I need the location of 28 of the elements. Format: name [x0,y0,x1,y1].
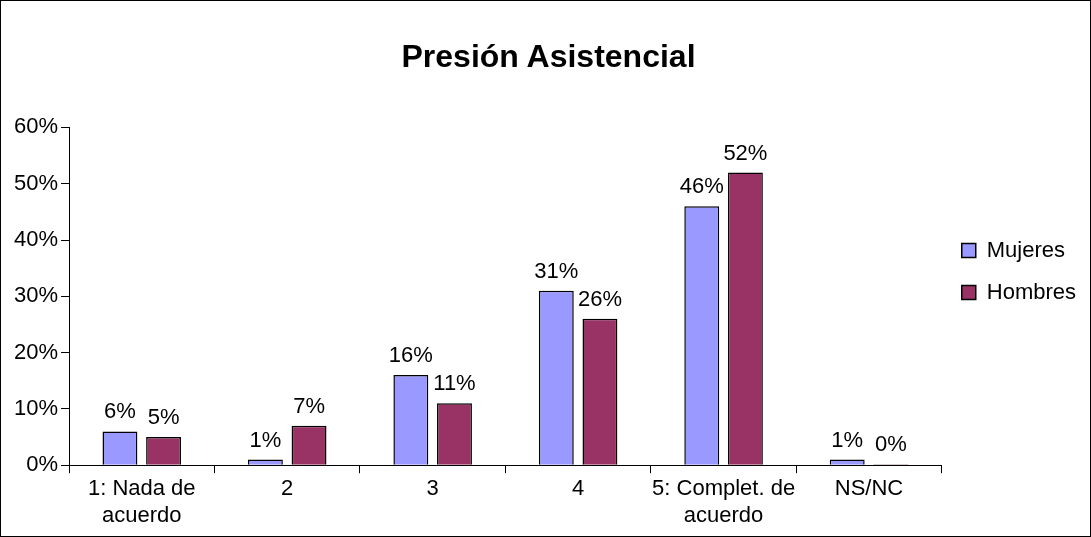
data-label: 52% [723,139,768,165]
data-label: 1% [831,426,864,452]
legend-label: Hombres [986,278,1076,304]
y-tick-label: 40% [13,226,59,252]
y-tick-label: 50% [13,169,59,195]
data-label: 5% [147,404,180,430]
x-tick-label: 4 [571,475,585,501]
x-tick-label: 1: Nada de acuerdo [87,475,196,527]
data-label: 1% [249,426,282,452]
y-tick-label: 0% [26,451,59,477]
data-label: 26% [577,285,622,311]
x-tick-label: 2 [281,475,294,501]
data-label: 46% [679,173,724,199]
data-label: 6% [104,398,136,424]
y-tick-label: 10% [13,394,59,420]
chart-title: Presión Asistencial [401,38,696,75]
y-tick-label: 30% [13,282,59,308]
legend-label: Mujeres [986,236,1065,262]
y-tick-label: 20% [13,338,59,364]
data-label: 16% [388,342,433,368]
x-tick-label: 3 [426,475,439,501]
y-tick-label: 60% [13,113,59,139]
data-label: 11% [433,370,476,396]
data-label: 7% [293,392,325,418]
x-tick-label: 5: Complet. de acuerdo [652,475,796,527]
data-label: 31% [534,257,579,283]
data-label: 0% [874,431,907,457]
x-tick-label: NS/NC [834,475,904,501]
